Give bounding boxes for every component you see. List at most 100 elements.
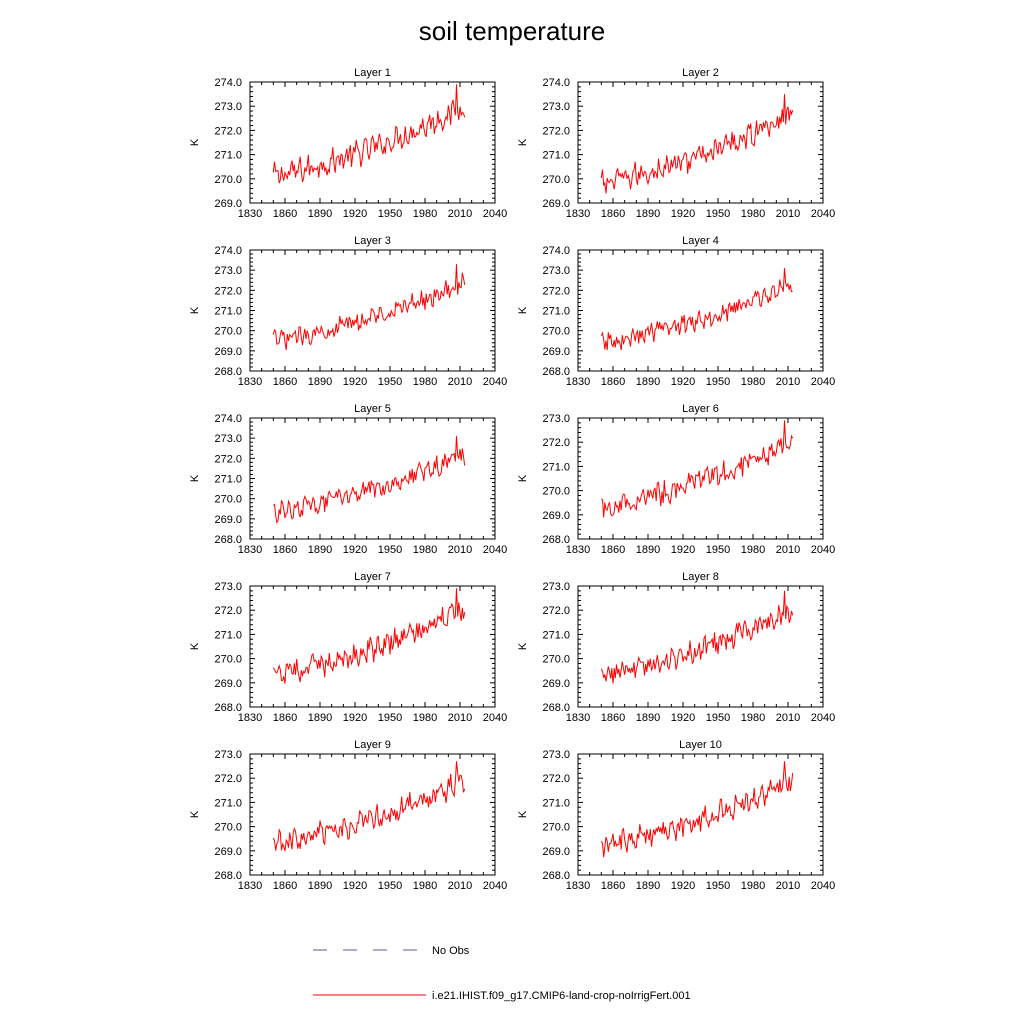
x-tick-label: 1860 bbox=[273, 880, 297, 892]
panel-title: Layer 5 bbox=[354, 403, 391, 415]
panel-title: Layer 8 bbox=[682, 571, 719, 583]
y-axis-label: K bbox=[189, 138, 201, 146]
panel-2: Layer 2 K 1830 1860 1890 1920 1950 1980 2010 2040… bbox=[517, 67, 835, 220]
x-tick-label: 1860 bbox=[273, 544, 297, 556]
y-tick-label: 270.0 bbox=[542, 822, 570, 834]
y-tick-label: 273.0 bbox=[214, 581, 242, 593]
y-tick-label: 269.0 bbox=[542, 510, 570, 522]
x-tick-label: 1860 bbox=[273, 376, 297, 388]
y-tick-label: 273.0 bbox=[542, 749, 570, 761]
y-tick-label: 269.0 bbox=[214, 198, 242, 210]
panel-4: Layer 4 K 1830 1860 1890 1920 1950 1980 2010 2040… bbox=[517, 235, 835, 388]
x-tick-label: 2010 bbox=[448, 880, 472, 892]
x-tick-label: 1830 bbox=[566, 712, 590, 724]
x-tick-label: 2010 bbox=[776, 712, 800, 724]
y-tick-label: 269.0 bbox=[214, 678, 242, 690]
y-tick-label: 272.0 bbox=[542, 605, 570, 617]
x-tick-label: 1980 bbox=[741, 208, 765, 220]
y-tick-label: 274.0 bbox=[214, 245, 242, 257]
plot-frame bbox=[249, 81, 496, 204]
x-tick-label: 2040 bbox=[483, 880, 507, 892]
y-axis-label: K bbox=[189, 810, 201, 818]
y-tick-label: 268.0 bbox=[214, 870, 242, 882]
y-tick-label: 273.0 bbox=[542, 413, 570, 425]
plot-frame bbox=[577, 417, 824, 540]
y-tick-label: 273.0 bbox=[542, 101, 570, 113]
x-tick-label: 1890 bbox=[308, 376, 332, 388]
y-tick-label: 274.0 bbox=[542, 77, 570, 89]
panel-6: Layer 6 K 1830 1860 1890 1920 1950 1980 2010 2040… bbox=[517, 403, 835, 556]
x-tick-label: 2040 bbox=[483, 376, 507, 388]
y-tick-label: 269.0 bbox=[214, 514, 242, 526]
x-tick-label: 2010 bbox=[776, 208, 800, 220]
y-tick-label: 271.0 bbox=[214, 797, 242, 809]
x-tick-label: 1830 bbox=[238, 880, 262, 892]
x-tick-label: 1980 bbox=[413, 880, 437, 892]
y-tick-label: 269.0 bbox=[542, 846, 570, 858]
series-line bbox=[600, 590, 794, 684]
x-tick-label: 1890 bbox=[308, 712, 332, 724]
plot-frame bbox=[249, 417, 496, 540]
panel-title: Layer 6 bbox=[682, 403, 719, 415]
x-tick-label: 1830 bbox=[238, 208, 262, 220]
x-tick-label: 1890 bbox=[636, 208, 660, 220]
y-tick-label: 268.0 bbox=[214, 702, 242, 714]
x-tick-label: 1860 bbox=[601, 376, 625, 388]
y-tick-label: 271.0 bbox=[542, 461, 570, 473]
x-tick-label: 1860 bbox=[273, 712, 297, 724]
panel-title: Layer 10 bbox=[679, 739, 722, 751]
y-tick-label: 269.0 bbox=[542, 346, 570, 358]
y-tick-label: 274.0 bbox=[542, 245, 570, 257]
x-tick-label: 1950 bbox=[378, 208, 402, 220]
y-tick-label: 268.0 bbox=[214, 534, 242, 546]
x-tick-label: 2040 bbox=[811, 880, 835, 892]
x-tick-label: 1950 bbox=[706, 880, 730, 892]
x-tick-label: 2040 bbox=[483, 208, 507, 220]
y-tick-label: 270.0 bbox=[542, 486, 570, 498]
x-tick-label: 1950 bbox=[706, 712, 730, 724]
x-tick-label: 1950 bbox=[706, 544, 730, 556]
y-tick-label: 271.0 bbox=[214, 474, 242, 486]
y-tick-label: 272.0 bbox=[214, 605, 242, 617]
y-axis-label: K bbox=[517, 810, 529, 818]
panel-title: Layer 9 bbox=[354, 739, 391, 751]
plot-frame bbox=[577, 753, 824, 876]
x-tick-label: 1920 bbox=[343, 544, 367, 556]
y-tick-label: 272.0 bbox=[214, 453, 242, 465]
x-tick-label: 2040 bbox=[811, 376, 835, 388]
series-line bbox=[600, 268, 793, 351]
panel-7: Layer 7 K 1830 1860 1890 1920 1950 1980 2010 2040… bbox=[189, 571, 507, 724]
x-tick-label: 1920 bbox=[671, 544, 695, 556]
x-tick-label: 1950 bbox=[378, 880, 402, 892]
x-tick-label: 1980 bbox=[741, 880, 765, 892]
x-tick-label: 1830 bbox=[566, 208, 590, 220]
plot-frame bbox=[249, 585, 496, 708]
plot-frame bbox=[249, 753, 496, 876]
plot-frame bbox=[577, 585, 824, 708]
plot-frame bbox=[577, 81, 824, 204]
y-axis-label: K bbox=[189, 474, 201, 482]
panel-3: Layer 3 K 1830 1860 1890 1920 1950 1980 2010 2040… bbox=[189, 235, 507, 388]
panel-1: Layer 1 K 1830 1860 1890 1920 1950 1980 2010 2040… bbox=[189, 67, 507, 220]
x-tick-label: 1830 bbox=[566, 376, 590, 388]
panel-title: Layer 7 bbox=[354, 571, 391, 583]
x-tick-label: 2010 bbox=[776, 544, 800, 556]
y-tick-label: 272.0 bbox=[542, 773, 570, 785]
x-tick-label: 1890 bbox=[308, 880, 332, 892]
x-tick-label: 2010 bbox=[776, 880, 800, 892]
x-tick-label: 2010 bbox=[448, 712, 472, 724]
x-tick-label: 1860 bbox=[273, 208, 297, 220]
x-tick-label: 2040 bbox=[811, 544, 835, 556]
x-tick-label: 2040 bbox=[811, 208, 835, 220]
y-axis-label: K bbox=[189, 306, 201, 314]
y-tick-label: 268.0 bbox=[214, 366, 242, 378]
y-tick-label: 273.0 bbox=[214, 265, 242, 277]
y-tick-label: 270.0 bbox=[214, 174, 242, 186]
x-tick-label: 1950 bbox=[378, 544, 402, 556]
y-tick-label: 270.0 bbox=[542, 654, 570, 666]
legend-model-label: i.e21.IHIST.f09_g17.CMIP6-land-crop-noIr… bbox=[432, 990, 691, 1002]
series-line bbox=[601, 420, 794, 518]
y-tick-label: 269.0 bbox=[214, 346, 242, 358]
series-line bbox=[600, 94, 794, 194]
x-tick-label: 1950 bbox=[378, 376, 402, 388]
